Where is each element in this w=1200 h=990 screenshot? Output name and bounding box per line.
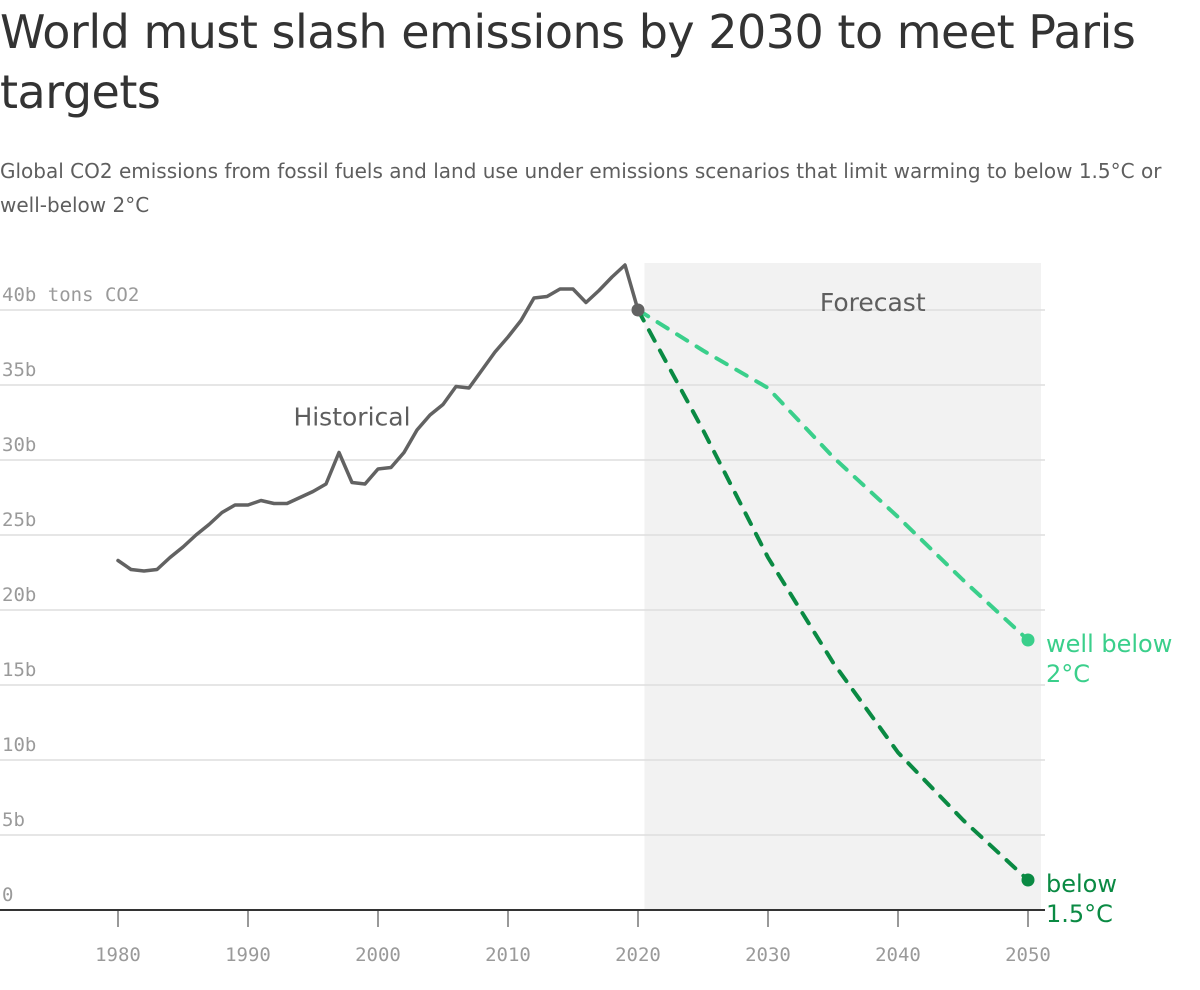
y-tick-label: 5b — [2, 809, 25, 831]
y-tick-label: 0 — [2, 884, 13, 906]
y-tick-label: 25b — [2, 509, 36, 531]
series-label-well_below_2: well below — [1046, 630, 1172, 658]
x-tick-label: 1990 — [225, 944, 271, 966]
x-tick-label: 2040 — [875, 944, 921, 966]
historical-label: Historical — [293, 403, 410, 432]
y-tick-label: 10b — [2, 734, 36, 756]
x-tick-label: 2010 — [485, 944, 531, 966]
y-tick-label: 40b tons CO2 — [2, 284, 139, 306]
series-line-historical — [116, 263, 640, 573]
series-endpoint-well_below_2 — [1021, 633, 1035, 647]
series-line-below_1_5 — [636, 308, 1030, 882]
x-tick-label: 2030 — [745, 944, 791, 966]
chart-subtitle: Global CO2 emissions from fossil fuels a… — [0, 159, 1162, 217]
y-tick-label: 30b — [2, 434, 36, 456]
forecast-label: Forecast — [820, 288, 926, 317]
x-tick-label: 1980 — [95, 944, 141, 966]
series-endpoint-below_1_5 — [1021, 873, 1035, 887]
series-line-well_below_2 — [636, 308, 1030, 642]
y-tick-label: 15b — [2, 659, 36, 681]
x-tick-label: 2000 — [355, 944, 401, 966]
y-tick-label: 35b — [2, 359, 36, 381]
forecast-region — [644, 263, 1041, 910]
series-label-below_1_5: 1.5°C — [1046, 900, 1113, 928]
y-tick-label: 20b — [2, 584, 36, 606]
chart-title: World must slash emissions by 2030 to me… — [0, 5, 1136, 119]
series-endpoint-historical — [631, 303, 645, 317]
x-tick-label: 2050 — [1005, 944, 1051, 966]
series-label-well_below_2: 2°C — [1046, 660, 1090, 688]
series-label-below_1_5: below — [1046, 870, 1117, 898]
x-tick-label: 2020 — [615, 944, 661, 966]
